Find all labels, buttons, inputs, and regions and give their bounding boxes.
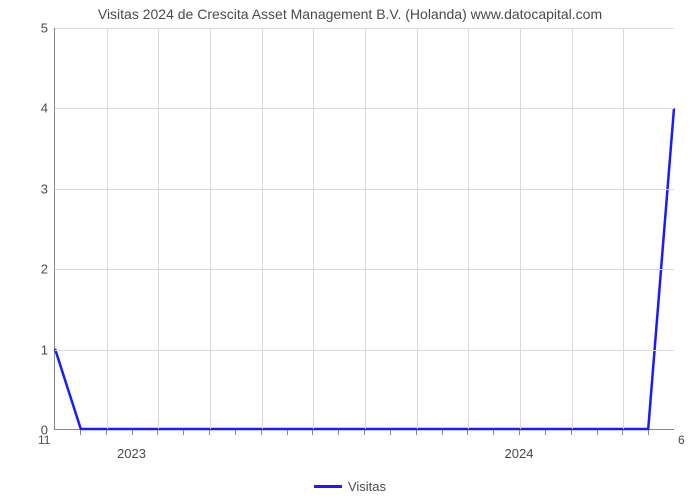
corner-left-label: 11 (38, 433, 50, 447)
x-minor-tick (312, 430, 313, 435)
grid-line-v (572, 28, 573, 429)
grid-line-v (313, 28, 314, 429)
x-minor-tick (80, 430, 81, 435)
x-minor-tick (338, 430, 339, 435)
x-minor-tick (597, 430, 598, 435)
chart-title: Visitas 2024 de Crescita Asset Managemen… (0, 6, 700, 22)
x-minor-tick (157, 430, 158, 435)
x-minor-tick (519, 430, 520, 435)
x-minor-tick (467, 430, 468, 435)
grid-line-v (107, 28, 108, 429)
line-chart: Visitas 2024 de Crescita Asset Managemen… (0, 0, 700, 500)
x-group-label: 2023 (117, 446, 146, 461)
grid-line-v (468, 28, 469, 429)
grid-line-v (623, 28, 624, 429)
legend: Visitas (0, 475, 700, 494)
x-minor-tick (648, 430, 649, 435)
x-minor-tick (416, 430, 417, 435)
legend-swatch (314, 485, 342, 488)
x-minor-tick (571, 430, 572, 435)
plot-area (54, 28, 674, 430)
y-tick-label: 1 (6, 342, 48, 357)
x-minor-tick (183, 430, 184, 435)
x-minor-tick (364, 430, 365, 435)
grid-line-v (520, 28, 521, 429)
grid-line-v (417, 28, 418, 429)
grid-line-v (262, 28, 263, 429)
x-minor-tick (493, 430, 494, 435)
x-minor-tick (622, 430, 623, 435)
legend-item-visitas: Visitas (314, 479, 386, 494)
y-tick-label: 5 (6, 21, 48, 36)
x-minor-tick (390, 430, 391, 435)
x-minor-tick (287, 430, 288, 435)
x-minor-tick (261, 430, 262, 435)
y-tick-label: 2 (6, 262, 48, 277)
grid-line-v (365, 28, 366, 429)
grid-line-v (158, 28, 159, 429)
x-group-label: 2024 (505, 446, 534, 461)
legend-label: Visitas (348, 479, 386, 494)
x-minor-tick (545, 430, 546, 435)
corner-right-label: 6 (678, 433, 685, 447)
x-minor-tick (442, 430, 443, 435)
x-minor-tick (235, 430, 236, 435)
x-minor-tick (132, 430, 133, 435)
grid-line-v (210, 28, 211, 429)
x-minor-tick (106, 430, 107, 435)
y-tick-label: 3 (6, 181, 48, 196)
y-tick-label: 4 (6, 101, 48, 116)
x-minor-tick (209, 430, 210, 435)
